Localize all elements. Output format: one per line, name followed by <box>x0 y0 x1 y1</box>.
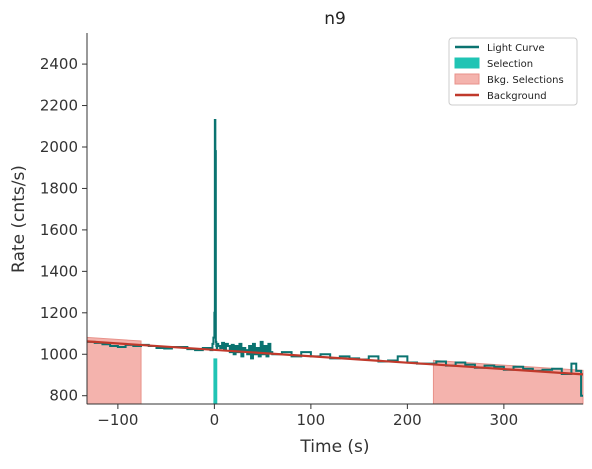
y-tick-label: 2400 <box>40 55 78 73</box>
legend-label: Background <box>487 91 547 102</box>
y-tick-label: 1800 <box>40 179 78 197</box>
selection-layer <box>213 358 218 404</box>
x-axis-label: Time (s) <box>299 437 369 457</box>
legend-label: Selection <box>487 59 533 70</box>
light-curve-layer <box>87 119 583 397</box>
legend-label: Bkg. Selections <box>487 75 564 86</box>
y-tick-label: 1400 <box>40 262 78 280</box>
y-tick-label: 2000 <box>40 138 78 156</box>
background-fit-line <box>86 340 584 376</box>
legend-swatch-patch <box>454 57 480 69</box>
x-tick-label: 200 <box>393 411 422 429</box>
background-fit-layer <box>86 340 584 376</box>
source-selection-region <box>213 358 218 404</box>
y-tick-label: 2200 <box>40 97 78 115</box>
y-tick-label: 1000 <box>40 345 78 363</box>
y-axis-label: Rate (cnts/s) <box>9 165 29 273</box>
x-tick-label: 300 <box>490 411 519 429</box>
legend-label: Light Curve <box>487 43 545 54</box>
chart-title: n9 <box>324 9 346 29</box>
axes-layer: −100 0 100 200 300 800 1000 1200 1400 1600 1800 200… <box>40 33 583 429</box>
x-tick-label: 0 <box>210 411 220 429</box>
x-tick-label: 100 <box>297 411 326 429</box>
x-tick-label: −100 <box>97 411 138 429</box>
legend-box <box>448 37 578 106</box>
light-curve-line <box>87 119 583 397</box>
y-tick-label: 800 <box>49 387 78 405</box>
bkg-selection-region-0 <box>86 336 142 405</box>
y-tick-label: 1600 <box>40 221 78 239</box>
legend-swatch-patch <box>454 73 480 85</box>
legend: Light Curve Selection Bkg. Selections Backg… <box>448 37 578 106</box>
y-tick-label: 1200 <box>40 304 78 322</box>
